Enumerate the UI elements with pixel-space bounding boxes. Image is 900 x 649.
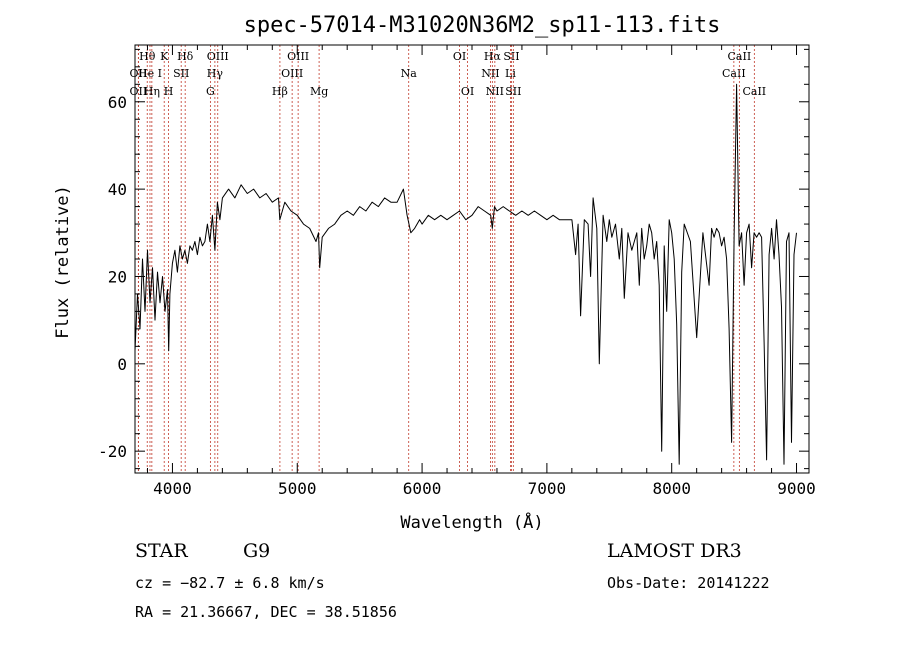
line-label: Li bbox=[505, 67, 516, 80]
line-label: Hγ bbox=[207, 67, 224, 80]
spectrum-chart: spec-57014-M31020N36M2_sp11-113.fits OII… bbox=[53, 13, 816, 533]
line-label: Mg bbox=[310, 85, 328, 98]
line-label: OIII bbox=[287, 50, 309, 63]
line-label: Hβ bbox=[272, 85, 288, 98]
plot-frame bbox=[134, 44, 810, 474]
axis-ticks: 4000 5000 6000 7000 8000 9000 -20 0 20 40 60 bbox=[98, 45, 816, 498]
y-tick-label: 40 bbox=[108, 180, 127, 199]
survey-name: LAMOST DR3 bbox=[607, 540, 742, 562]
line-label: NII bbox=[486, 85, 504, 98]
spectrum-series bbox=[134, 83, 797, 465]
spectrum-line bbox=[134, 83, 797, 465]
line-label: OIII bbox=[207, 50, 229, 63]
line-label: NII bbox=[481, 67, 499, 80]
line-label: SII bbox=[503, 50, 519, 63]
x-tick-label: 7000 bbox=[528, 479, 567, 498]
line-label: Hα bbox=[484, 50, 502, 63]
line-label: CaII bbox=[742, 85, 766, 98]
x-axis-label: Wavelength (Å) bbox=[400, 511, 543, 533]
line-label: SII bbox=[505, 85, 521, 98]
x-tick-label: 8000 bbox=[652, 479, 691, 498]
line-label: Na bbox=[401, 67, 418, 80]
line-label: G bbox=[206, 85, 215, 98]
line-label: OII bbox=[130, 85, 148, 98]
coordinates: RA = 21.36667, DEC = 38.51856 bbox=[135, 603, 397, 621]
observation-date: Obs-Date: 20141222 bbox=[607, 574, 770, 592]
y-tick-label: 20 bbox=[108, 267, 127, 286]
subclass: G9 bbox=[243, 540, 271, 562]
line-label: Hθ bbox=[139, 50, 156, 63]
y-axis-label: Flux (relative) bbox=[53, 185, 73, 339]
line-label: K bbox=[160, 50, 169, 63]
x-tick-label: 6000 bbox=[403, 479, 442, 498]
line-label: OIII bbox=[281, 67, 303, 80]
chart-title: spec-57014-M31020N36M2_sp11-113.fits bbox=[244, 13, 721, 38]
x-tick-label: 9000 bbox=[777, 479, 816, 498]
y-tick-label: 60 bbox=[108, 93, 127, 112]
line-label: Hδ bbox=[177, 50, 194, 63]
object-class: STAR bbox=[135, 540, 188, 562]
line-label: He I bbox=[138, 67, 162, 80]
line-label: OI bbox=[461, 85, 474, 98]
x-tick-label: 4000 bbox=[153, 479, 192, 498]
y-tick-label: -20 bbox=[98, 442, 127, 461]
line-label: SII bbox=[173, 67, 189, 80]
line-label: H bbox=[164, 85, 174, 98]
line-label: CaII bbox=[722, 67, 746, 80]
line-label: Hη bbox=[144, 85, 160, 98]
x-tick-label: 5000 bbox=[278, 479, 317, 498]
redshift-velocity: cz = −82.7 ± 6.8 km/s bbox=[135, 574, 325, 592]
line-label: OI bbox=[453, 50, 466, 63]
y-tick-label: 0 bbox=[117, 355, 127, 374]
line-label: CaII bbox=[728, 50, 752, 63]
